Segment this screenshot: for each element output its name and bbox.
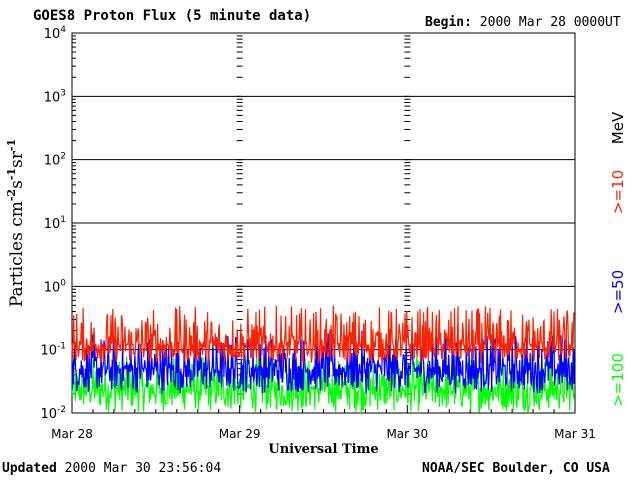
credit-label: NOAA/SEC Boulder, CO USA — [422, 461, 610, 476]
y-axis-label: Particles cm-2s-1sr-1 — [5, 139, 27, 307]
y-tick-label: 100 — [44, 278, 67, 295]
chart-title: GOES8 Proton Flux (5 minute data) — [33, 8, 312, 24]
begin-value: 2000 Mar 28 0000UT — [479, 15, 621, 30]
begin-label: Begin: — [425, 15, 472, 30]
proton-flux-chart: 104 103 102 101 100 10-1 10-2 Mar 28 Mar 29 Mar 3… — [5, 25, 627, 457]
series-line — [71, 356, 575, 413]
updated-time: Updated 2000 Mar 30 23:56:04 — [2, 461, 221, 476]
legend-label: >=100 — [609, 353, 627, 407]
x-tick-label: Mar 29 — [219, 427, 261, 441]
y-tick-label: 104 — [44, 25, 67, 42]
legend-label: >=50 — [609, 270, 627, 314]
y-tick-label: 10-1 — [40, 342, 66, 359]
x-tick-label: Mar 28 — [51, 427, 93, 441]
x-tick-label: Mar 31 — [554, 427, 596, 441]
updated-label: Updated — [2, 461, 57, 476]
updated-value: 2000 Mar 30 23:56:04 — [64, 461, 222, 476]
legend-label: >=10 — [609, 170, 627, 214]
x-tick-label: Mar 30 — [386, 427, 428, 441]
y-tick-label: 101 — [44, 215, 66, 232]
y-tick-label: 102 — [44, 152, 66, 169]
legend-label: MeV — [609, 111, 627, 144]
begin-time: Begin: 2000 Mar 28 0000UT — [425, 15, 621, 30]
y-tick-label: 103 — [44, 88, 66, 105]
x-axis-label: Universal Time — [268, 442, 378, 457]
y-tick-label: 10-2 — [40, 405, 66, 422]
series-line — [71, 305, 575, 364]
